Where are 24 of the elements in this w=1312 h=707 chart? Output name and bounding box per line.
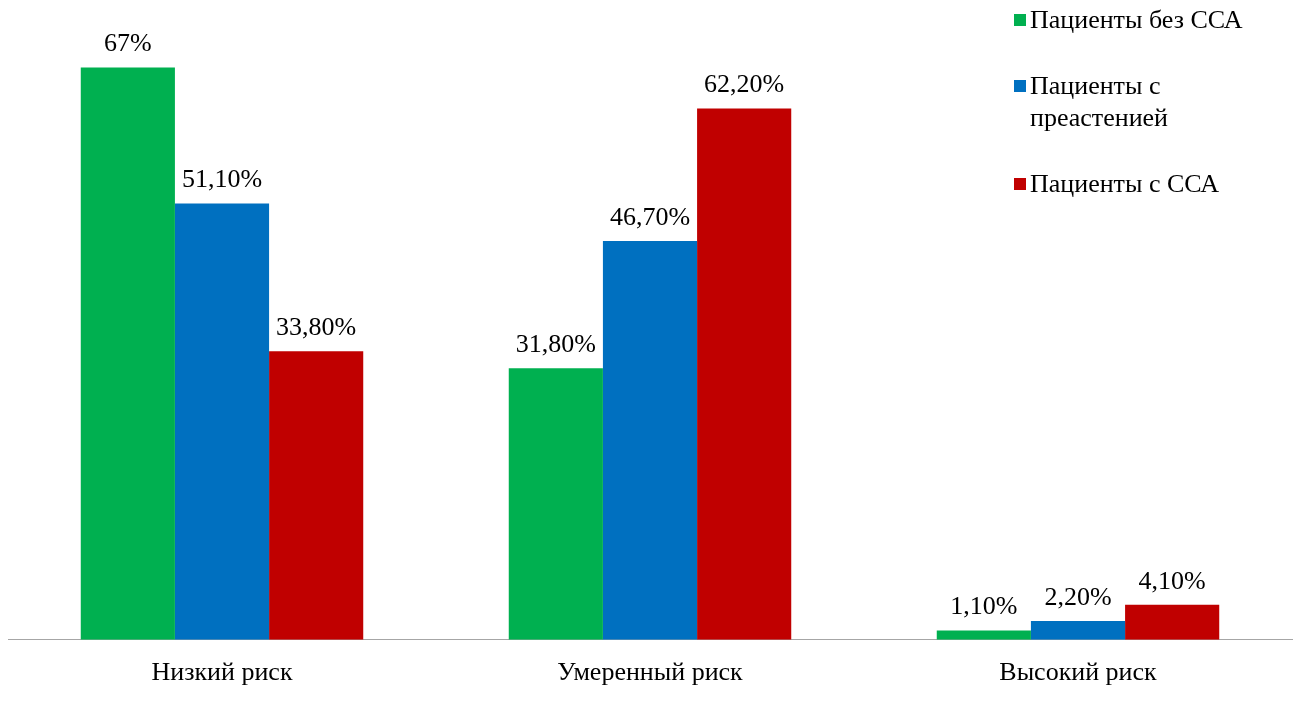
data-label: 62,20% — [704, 69, 785, 99]
bar — [697, 108, 792, 640]
x-tick-label: Низкий риск — [151, 657, 293, 687]
data-label: 51,10% — [181, 164, 263, 194]
bar — [1125, 604, 1220, 640]
data-label: 2,20% — [1044, 581, 1112, 611]
legend-label: Пациенты без ССА — [1030, 4, 1243, 36]
x-tick-label: Высокий риск — [999, 657, 1158, 687]
bar — [1030, 621, 1126, 640]
data-label: 31,80% — [515, 329, 596, 359]
data-label: 67% — [104, 28, 152, 58]
data-label: 46,70% — [609, 201, 691, 231]
legend-label: Пациенты с преастенией — [1030, 70, 1170, 134]
x-tick-label: Умеренный риск — [557, 657, 744, 687]
data-label: 33,80% — [276, 311, 357, 341]
data-label: 4,10% — [1138, 565, 1206, 595]
bar — [80, 67, 175, 640]
data-label: 1,10% — [950, 591, 1018, 621]
legend-label: Пациенты с ССА — [1030, 168, 1220, 200]
bar — [269, 351, 364, 640]
bar — [174, 203, 270, 640]
bar — [602, 240, 698, 640]
bar — [936, 630, 1031, 640]
bar — [508, 368, 603, 640]
